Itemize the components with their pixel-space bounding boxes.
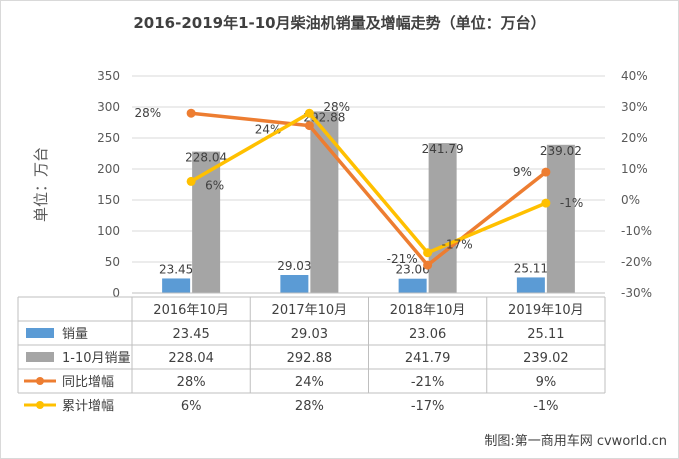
table-cell: 28%	[295, 399, 324, 414]
y2-tick-label: 0%	[621, 193, 640, 207]
legend-swatch	[26, 328, 54, 338]
table-cell: 25.11	[527, 327, 564, 342]
bar-data-label: 23.45	[159, 262, 193, 276]
bar-data-label: 29.03	[277, 259, 311, 273]
line-point	[423, 260, 433, 270]
x-category-label: 2017年10月	[272, 303, 348, 318]
y2-tick-label: 20%	[621, 131, 648, 145]
line-data-label: 24%	[255, 123, 282, 137]
bar-cumulative	[428, 143, 457, 293]
x-category-label: 2019年10月	[508, 303, 584, 318]
line-point	[304, 108, 314, 118]
bar-cumulative	[310, 111, 339, 293]
y2-tick-label: 40%	[621, 69, 648, 83]
y-tick-label: 350	[97, 69, 120, 83]
line-point	[541, 167, 551, 177]
chart-title: 2016-2019年1-10月柴油机销量及增幅走势（单位：万台）	[133, 14, 546, 32]
line-point	[186, 176, 196, 186]
line-data-label: -1%	[560, 196, 583, 210]
line-data-label: -17%	[442, 238, 473, 252]
y2-tick-label: 30%	[621, 100, 648, 114]
line-data-label: 9%	[513, 165, 532, 179]
table-cell: 292.88	[287, 351, 333, 366]
bar-data-label: 25.11	[514, 261, 548, 275]
table-cell: 24%	[295, 375, 324, 390]
bar-data-label: 228.04	[185, 151, 227, 165]
line-point	[186, 108, 196, 118]
y-tick-label: 0	[112, 286, 120, 300]
line-yoy	[190, 111, 547, 267]
table-cell: 6%	[181, 399, 202, 414]
line-point	[423, 248, 433, 258]
table-cell: 241.79	[405, 351, 451, 366]
line-data-label: 28%	[134, 106, 161, 120]
y-tick-label: 150	[97, 193, 120, 207]
legend-label: 累计增幅	[62, 399, 114, 414]
y-tick-label: 300	[97, 100, 120, 114]
table-cell: -1%	[533, 399, 558, 414]
table-cell: 23.45	[173, 327, 210, 342]
bar-data-label: 23.06	[395, 263, 429, 277]
legend-label: 1-10月销量	[62, 351, 131, 366]
x-category-label: 2018年10月	[390, 303, 466, 318]
y-tick-label: 200	[97, 162, 120, 176]
y2-tick-label: -30%	[621, 286, 652, 300]
bar-monthly	[398, 278, 427, 293]
table-cell: -17%	[411, 399, 445, 414]
bar-cumulative	[192, 151, 221, 293]
bar-cumulative	[546, 144, 575, 293]
line-point	[541, 198, 551, 208]
legend-swatch	[36, 377, 44, 385]
line-data-label: 6%	[205, 178, 224, 192]
line-point	[304, 121, 314, 131]
y-tick-label: 100	[97, 224, 120, 238]
x-category-label: 2016年10月	[153, 303, 229, 318]
y-tick-label: 50	[105, 255, 120, 269]
legend-swatch	[26, 352, 54, 362]
bar-data-label: 239.02	[540, 144, 582, 158]
legend-swatch	[36, 401, 44, 409]
bar-data-label: 241.79	[422, 142, 464, 156]
legend-label: 同比增幅	[62, 375, 114, 390]
table-cell: -21%	[411, 375, 445, 390]
bar-monthly	[162, 278, 191, 293]
y-tick-label: 250	[97, 131, 120, 145]
line-data-label: 28%	[323, 100, 350, 114]
table-cell: 23.06	[409, 327, 446, 342]
legend-label: 销量	[62, 327, 88, 342]
table-cell: 9%	[536, 375, 557, 390]
y2-tick-label: -20%	[621, 255, 652, 269]
y2-tick-label: -10%	[621, 224, 652, 238]
credit-text: 制图:第一商用车网 cvworld.cn	[484, 434, 667, 449]
table-cell: 228.04	[168, 351, 214, 366]
line-cumulative	[190, 111, 547, 255]
table-cell: 239.02	[523, 351, 569, 366]
bar-monthly	[516, 277, 545, 293]
line-data-label: -21%	[387, 252, 418, 266]
bar-monthly	[280, 275, 309, 293]
y2-tick-label: 10%	[621, 162, 648, 176]
table-cell: 29.03	[291, 327, 328, 342]
table-cell: 28%	[177, 375, 206, 390]
y-axis-title: 单位：万台	[32, 147, 50, 222]
